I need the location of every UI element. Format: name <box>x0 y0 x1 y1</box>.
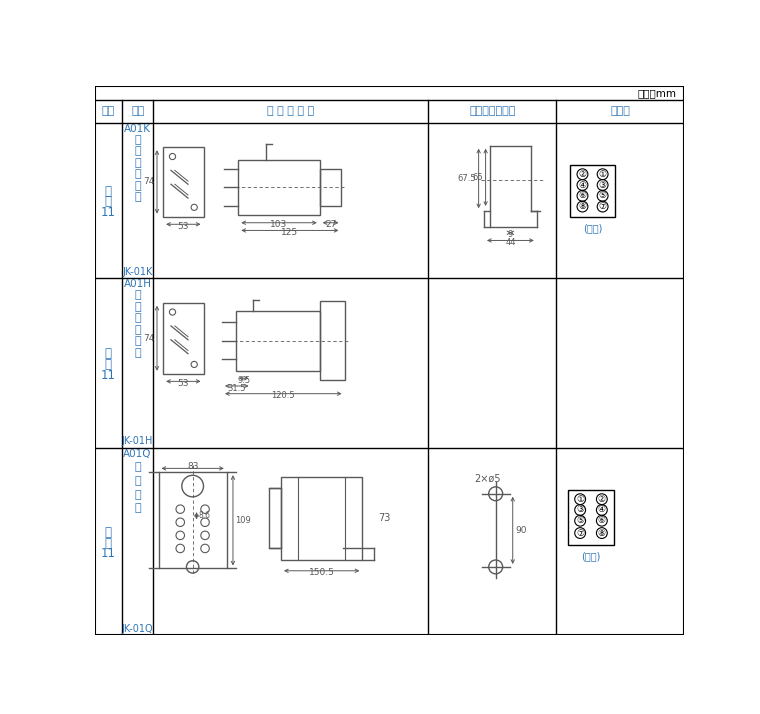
Text: ④: ④ <box>578 181 587 189</box>
Text: ①: ① <box>599 170 606 178</box>
Text: 线: 线 <box>135 192 141 202</box>
Text: 103: 103 <box>271 221 288 229</box>
Text: ⑦: ⑦ <box>599 202 606 211</box>
Text: 9: 9 <box>508 231 513 239</box>
Text: ⑦: ⑦ <box>576 528 584 538</box>
Text: 前: 前 <box>135 476 141 486</box>
Text: 11: 11 <box>100 368 116 382</box>
Text: 65: 65 <box>473 173 483 182</box>
Text: (背视): (背视) <box>583 223 602 233</box>
Text: 接: 接 <box>135 181 141 191</box>
Text: 74: 74 <box>144 178 155 186</box>
Text: 图: 图 <box>105 358 112 371</box>
Text: 接: 接 <box>135 336 141 346</box>
Text: 109: 109 <box>236 516 251 525</box>
Text: 附: 附 <box>105 185 112 198</box>
Text: 后: 后 <box>135 169 141 179</box>
Text: 图号: 图号 <box>102 106 116 116</box>
Bar <box>163 147 204 216</box>
Text: ⑥: ⑥ <box>578 191 587 201</box>
Text: (前视): (前视) <box>581 551 600 561</box>
Text: ⑧: ⑧ <box>598 528 606 538</box>
Text: ①: ① <box>576 495 584 503</box>
Text: 入: 入 <box>135 146 141 156</box>
Text: 出: 出 <box>135 302 141 312</box>
Text: 图: 图 <box>105 536 112 550</box>
Text: 44: 44 <box>505 238 515 247</box>
Text: 端子图: 端子图 <box>610 106 630 116</box>
Text: 凸: 凸 <box>135 290 141 300</box>
Text: JK-01K: JK-01K <box>122 267 153 277</box>
Text: 90: 90 <box>515 526 527 535</box>
Text: 83: 83 <box>187 462 198 471</box>
Text: 接: 接 <box>135 490 141 500</box>
Text: JK-01Q: JK-01Q <box>122 624 154 634</box>
Bar <box>236 311 320 371</box>
Text: 31.5: 31.5 <box>227 383 246 393</box>
Text: 板: 板 <box>135 462 141 472</box>
Text: 67.5: 67.5 <box>458 174 477 183</box>
Text: 27: 27 <box>325 221 336 229</box>
Text: ⑤: ⑤ <box>576 516 584 526</box>
Text: ④: ④ <box>598 506 606 515</box>
Text: 嵌: 嵌 <box>135 134 141 144</box>
Bar <box>570 165 615 217</box>
Text: 53: 53 <box>178 379 189 388</box>
Text: 11: 11 <box>100 206 116 219</box>
Text: 73: 73 <box>378 513 390 523</box>
Text: 150.5: 150.5 <box>309 568 334 578</box>
Text: A01Q: A01Q <box>123 448 152 458</box>
Text: 125: 125 <box>281 228 299 237</box>
Bar <box>281 477 363 560</box>
Text: 120.5: 120.5 <box>271 391 295 401</box>
Text: A01H: A01H <box>124 279 152 289</box>
Text: 单位：mm: 单位：mm <box>637 89 676 99</box>
Bar <box>239 160 320 215</box>
Text: ③: ③ <box>576 506 584 515</box>
Text: 线: 线 <box>135 503 141 513</box>
Text: 74: 74 <box>144 333 155 343</box>
Text: A01K: A01K <box>124 124 151 134</box>
Text: 附: 附 <box>105 526 112 539</box>
Text: 11: 11 <box>100 548 116 560</box>
Bar <box>320 301 344 380</box>
Text: ③: ③ <box>599 181 606 189</box>
Text: 53: 53 <box>178 222 189 231</box>
Text: 8.6: 8.6 <box>199 511 211 521</box>
Text: 外 形 尺 寸 图: 外 形 尺 寸 图 <box>267 106 314 116</box>
Bar <box>269 488 281 548</box>
Text: 安装开孔尺寸图: 安装开孔尺寸图 <box>469 106 515 116</box>
Text: 后: 后 <box>135 325 141 335</box>
Text: ⑥: ⑥ <box>598 516 606 526</box>
Text: ②: ② <box>598 495 606 503</box>
Text: 2×ø5: 2×ø5 <box>475 473 501 483</box>
Text: 附: 附 <box>105 347 112 360</box>
Text: 图: 图 <box>105 196 112 208</box>
Text: 线: 线 <box>135 348 141 358</box>
Bar <box>568 490 614 545</box>
Text: JK-01H: JK-01H <box>122 436 154 446</box>
Bar <box>320 169 341 206</box>
Text: 9.5: 9.5 <box>237 376 250 385</box>
Text: 板: 板 <box>135 313 141 323</box>
Text: ②: ② <box>578 170 587 178</box>
Text: 结构: 结构 <box>131 106 144 116</box>
Text: 式: 式 <box>135 158 141 168</box>
Bar <box>163 303 204 373</box>
Text: ⑤: ⑤ <box>599 191 606 201</box>
Text: ⑧: ⑧ <box>578 202 587 211</box>
